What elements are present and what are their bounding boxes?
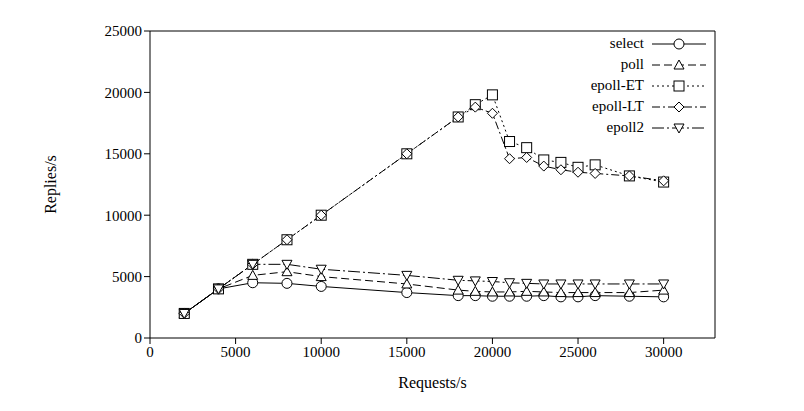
svg-text:Requests/s: Requests/s: [398, 374, 466, 392]
svg-text:0: 0: [135, 330, 143, 346]
html-text:epoll2: epoll2: [606, 119, 644, 135]
svg-text:Replies/s: Replies/s: [42, 155, 60, 214]
svg-text:20000: 20000: [105, 85, 143, 101]
svg-text:5000: 5000: [112, 269, 142, 285]
html-text:select: select: [609, 35, 644, 51]
svg-text:10000: 10000: [105, 208, 143, 224]
html-text:epoll-LT: epoll-LT: [592, 98, 644, 114]
svg-text:25000: 25000: [559, 344, 597, 360]
svg-text:20000: 20000: [474, 344, 512, 360]
svg-text:25000: 25000: [105, 23, 143, 39]
svg-text:0: 0: [146, 344, 154, 360]
svg-text:10000: 10000: [302, 344, 340, 360]
svg-text:5000: 5000: [221, 344, 251, 360]
svg-text:15000: 15000: [105, 146, 143, 162]
svg-text:30000: 30000: [645, 344, 683, 360]
html-text:epoll-ET: epoll-ET: [590, 77, 644, 93]
html-text:poll: poll: [620, 56, 644, 72]
svg-text:15000: 15000: [388, 344, 426, 360]
